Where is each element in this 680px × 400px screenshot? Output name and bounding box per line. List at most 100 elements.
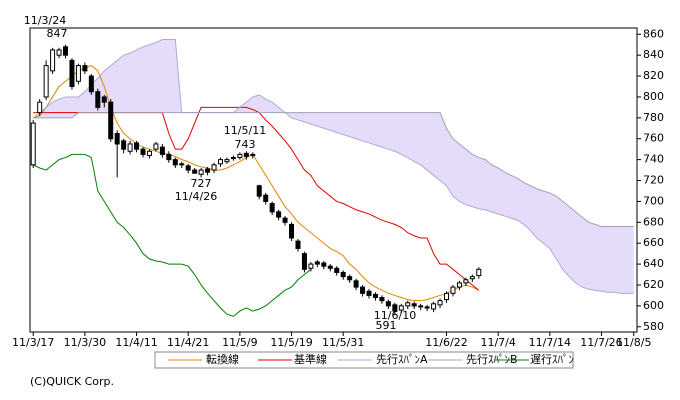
candle-body (50, 49, 56, 72)
y-tick-label: 780 (643, 111, 664, 124)
x-tick-label: 11/8/5 (616, 336, 651, 349)
candle-body (366, 290, 372, 296)
candle-body (301, 253, 307, 270)
candle-body (276, 211, 282, 218)
copyright: (C)QUICK Corp. (30, 375, 114, 388)
candle-body (424, 306, 430, 309)
candle-body (101, 96, 107, 103)
y-tick-label: 760 (643, 132, 664, 145)
candle-body (463, 279, 469, 284)
y-tick-label: 840 (643, 48, 664, 61)
candle-body (211, 164, 217, 171)
candle-body (88, 75, 94, 93)
candle-body (334, 267, 340, 273)
candle-body (237, 153, 243, 159)
candle-body (153, 143, 159, 150)
candle-body (308, 263, 314, 269)
candle-body (314, 261, 320, 265)
candle-body (398, 305, 404, 311)
annotation-date: 11/6/10 (374, 309, 416, 322)
annotation-date: 11/3/24 (24, 14, 66, 27)
candle-body (166, 153, 172, 161)
candle-body (69, 59, 75, 88)
legend-label: 先行ｽﾊﾟﾝB (466, 353, 518, 366)
y-tick-label: 620 (643, 278, 664, 291)
candle-body (385, 301, 391, 307)
candle-body (198, 169, 204, 175)
candle-body (476, 268, 482, 277)
candle-body (185, 165, 191, 171)
cloud (33, 39, 634, 294)
annotation-date: 11/5/11 (224, 124, 266, 137)
y-tick-label: 800 (643, 90, 664, 103)
candle-body (282, 217, 288, 223)
candle-body (418, 305, 424, 308)
y-tick-label: 600 (643, 299, 664, 312)
candle-body (95, 91, 101, 108)
candle-body (114, 133, 120, 145)
x-tick-label: 11/3/17 (12, 336, 54, 349)
annotation-date: 11/4/26 (175, 190, 217, 203)
candle-body (289, 223, 295, 239)
x-tick-label: 11/4/11 (115, 336, 157, 349)
candle-body (321, 262, 327, 267)
candle-body (437, 300, 443, 306)
candle-body (327, 265, 333, 269)
candle-body (75, 65, 81, 82)
x-tick-label: 11/7/26 (580, 336, 622, 349)
candle-body (243, 152, 249, 157)
x-tick-label: 11/7/4 (480, 336, 515, 349)
candle-body (347, 276, 353, 281)
candle-body (469, 276, 475, 280)
candle-body (444, 292, 450, 301)
candle-body (121, 140, 127, 150)
candle-body (340, 271, 346, 278)
candle-body (30, 122, 36, 166)
candle-body (353, 280, 359, 288)
candle-body (172, 159, 178, 166)
candle-body (256, 185, 262, 197)
x-tick-label: 11/7/14 (529, 336, 571, 349)
legend-label: 転換線 (206, 352, 239, 366)
x-tick-label: 11/5/31 (322, 336, 364, 349)
legend-label: 遅行ｽﾊﾟﾝ (530, 353, 574, 366)
candle-body (43, 65, 49, 98)
x-tick-label: 11/4/21 (167, 336, 209, 349)
candle-body (360, 286, 366, 294)
legend-label: 先行ｽﾊﾟﾝA (376, 353, 428, 366)
candle-body (217, 159, 223, 165)
annotation-value: 727 (191, 177, 212, 190)
candle-body (250, 153, 256, 156)
candle-body (134, 142, 140, 150)
annotation-value: 591 (376, 319, 397, 332)
candle-body (63, 46, 69, 56)
candle-body (456, 282, 462, 288)
y-tick-label: 860 (643, 27, 664, 40)
series-line (32, 38, 634, 294)
candle-body (140, 148, 146, 155)
candle-body (56, 49, 62, 56)
candle-body (224, 159, 230, 163)
x-tick-label: 11/5/9 (222, 336, 257, 349)
candle-body (179, 163, 185, 166)
y-tick-label: 660 (643, 236, 664, 249)
y-tick-label: 740 (643, 153, 664, 166)
candle-body (146, 150, 152, 156)
candle-body (405, 302, 411, 307)
candle-body (230, 157, 236, 160)
series-line (33, 112, 634, 227)
candle-body (37, 101, 43, 114)
y-tick-label: 580 (643, 320, 664, 333)
candle-body (392, 304, 398, 312)
candle-body (295, 240, 301, 249)
candle-body (411, 303, 417, 307)
y-tick-label: 820 (643, 69, 664, 82)
y-tick-label: 720 (643, 174, 664, 187)
candle-body (192, 169, 198, 174)
annotation-value: 743 (235, 138, 256, 151)
series-line (33, 153, 312, 317)
x-tick-label: 11/6/22 (425, 336, 467, 349)
series-line (33, 65, 480, 302)
candle-body (379, 297, 385, 302)
